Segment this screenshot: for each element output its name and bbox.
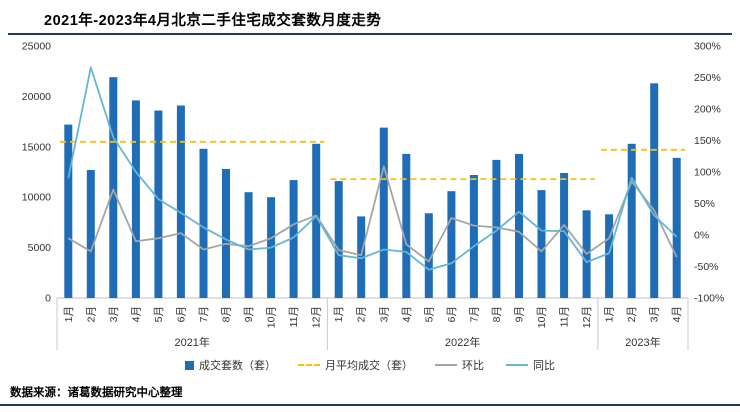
month-label: 8月 <box>221 306 233 322</box>
bar <box>515 153 523 298</box>
bar <box>199 148 208 298</box>
yoy-line <box>67 66 678 271</box>
bar <box>402 153 411 298</box>
bar <box>605 214 614 298</box>
title-divider <box>8 33 732 35</box>
legend-item-yoy: 同比 <box>506 357 555 373</box>
month-label: 2月 <box>626 306 638 322</box>
bar <box>86 170 95 298</box>
bar <box>469 175 478 298</box>
left-axis-tick: 0 <box>45 293 51 305</box>
bar <box>537 190 546 298</box>
month-label: 4月 <box>401 306 413 322</box>
bottom-divider <box>0 404 740 406</box>
avg-swatch <box>298 364 320 366</box>
left-axis-tick: 25000 <box>22 41 51 53</box>
month-label: 3月 <box>649 306 661 322</box>
month-label: 2月 <box>356 306 368 322</box>
month-label: 1月 <box>333 306 345 322</box>
left-axis-tick: 10000 <box>22 192 51 204</box>
legend-item-avg: 月平均成交（套） <box>298 357 413 373</box>
legend-label-yoy: 同比 <box>533 360 555 372</box>
year-label: 2023年 <box>625 335 660 349</box>
month-label: 6月 <box>175 306 187 322</box>
bar <box>289 180 298 298</box>
yoy-swatch <box>506 364 528 366</box>
bar <box>334 181 343 298</box>
right-axis-tick: -100% <box>694 293 724 305</box>
bar <box>64 124 73 298</box>
bar <box>312 143 321 298</box>
month-label: 12月 <box>311 306 323 328</box>
month-label: 11月 <box>288 306 300 327</box>
month-label: 3月 <box>108 306 120 322</box>
legend-label-bars: 成交套数（套） <box>199 360 276 372</box>
left-axis-tick: 15000 <box>22 141 51 153</box>
bar-swatch <box>185 360 194 370</box>
bar <box>154 110 163 298</box>
left-axis-tick: 5000 <box>28 242 52 254</box>
right-axis-tick: 150% <box>694 135 721 147</box>
bar <box>492 159 501 298</box>
bar <box>560 173 569 298</box>
month-label: 11月 <box>559 306 571 327</box>
bar <box>176 105 185 298</box>
month-label: 9月 <box>514 306 526 322</box>
bar <box>357 216 366 298</box>
legend-label-mom: 环比 <box>462 360 484 372</box>
month-label: 5月 <box>153 306 165 322</box>
month-label: 12月 <box>581 306 593 328</box>
year-label: 2022年 <box>445 335 480 349</box>
legend-item-bars: 成交套数（套） <box>185 357 276 373</box>
month-label: 10月 <box>266 306 278 328</box>
mom-line <box>67 165 678 263</box>
bar <box>424 213 433 298</box>
combo-chart: 0 5000 10000 15000 20000 25000 -100% -50% 0% 50% 1… <box>22 41 724 350</box>
month-label: 9月 <box>243 306 255 322</box>
month-label: 5月 <box>423 306 435 322</box>
month-label: 1月 <box>63 306 75 322</box>
month-label: 10月 <box>536 306 548 328</box>
bar <box>244 192 253 298</box>
month-label: 8月 <box>491 306 503 322</box>
right-axis-tick: 250% <box>694 72 721 84</box>
bar <box>222 169 230 298</box>
mom-swatch <box>435 364 457 366</box>
right-axis-tick: 50% <box>694 198 715 210</box>
month-label: 4月 <box>671 306 683 322</box>
month-label: 2月 <box>85 306 97 322</box>
bar <box>379 127 388 298</box>
right-axis-tick: -50% <box>694 261 719 273</box>
right-axis-tick: 300% <box>694 41 721 53</box>
month-label: 7月 <box>198 306 210 322</box>
left-axis-tick: 20000 <box>22 91 51 103</box>
legend-item-mom: 环比 <box>435 357 484 373</box>
chart-title: 2021年-2023年4月北京二手住宅成交套数月度走势 <box>44 13 382 29</box>
month-label: 1月 <box>604 306 616 322</box>
right-axis-tick: 100% <box>694 167 721 179</box>
bar <box>672 157 681 298</box>
bar <box>650 83 659 298</box>
legend: 成交套数（套） 月平均成交（套） 环比 同比 <box>0 357 740 373</box>
right-axis-tick: 0% <box>694 230 709 242</box>
legend-label-avg: 月平均成交（套） <box>325 360 413 372</box>
bar <box>131 100 140 299</box>
month-label: 7月 <box>468 306 480 322</box>
data-source: 数据来源：诸葛数据研究中心整理 <box>10 387 183 399</box>
bar <box>447 191 456 298</box>
month-label: 4月 <box>130 306 142 322</box>
month-label: 6月 <box>446 306 458 322</box>
bar <box>109 77 118 298</box>
year-label: 2021年 <box>174 335 209 349</box>
bar <box>627 143 636 298</box>
month-label: 3月 <box>378 306 390 322</box>
right-axis-tick: 200% <box>694 104 721 116</box>
